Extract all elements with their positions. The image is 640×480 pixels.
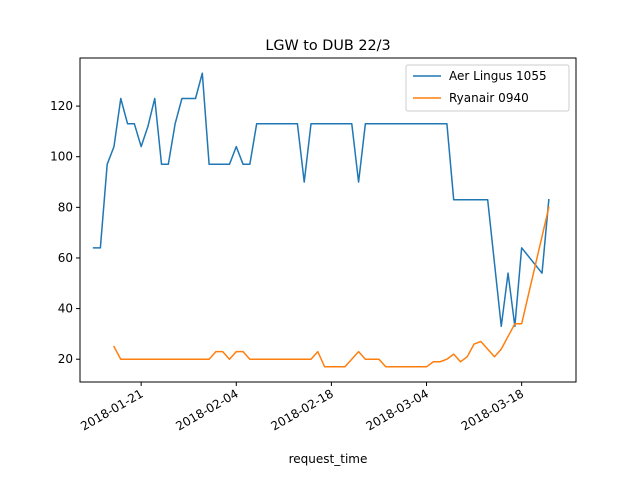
y-tick-label-3: 80 (58, 200, 73, 214)
y-tick-label-1: 40 (58, 302, 73, 316)
legend: Aer Lingus 1055 Ryanair 0940 (405, 64, 570, 112)
plot-area (92, 72, 550, 368)
chart-title: LGW to DUB 22/3 (265, 38, 390, 54)
y-tick-label-2: 60 (58, 251, 73, 265)
series-line-0 (92, 72, 550, 328)
axes-frame (79, 57, 577, 383)
y-tick-label-5: 120 (50, 99, 73, 113)
y-tick-label-4: 100 (50, 150, 73, 164)
legend-box (405, 64, 570, 112)
legend-label-ryanair: Ryanair 0940 (449, 91, 529, 105)
y-tick-label-0: 20 (58, 352, 73, 366)
x-axis-label: request_time (289, 452, 368, 466)
y-axis-ticks: 20 40 60 80 100 120 (50, 99, 80, 366)
series-line-1 (112, 206, 550, 368)
legend-label-aer-lingus: Aer Lingus 1055 (449, 69, 547, 83)
